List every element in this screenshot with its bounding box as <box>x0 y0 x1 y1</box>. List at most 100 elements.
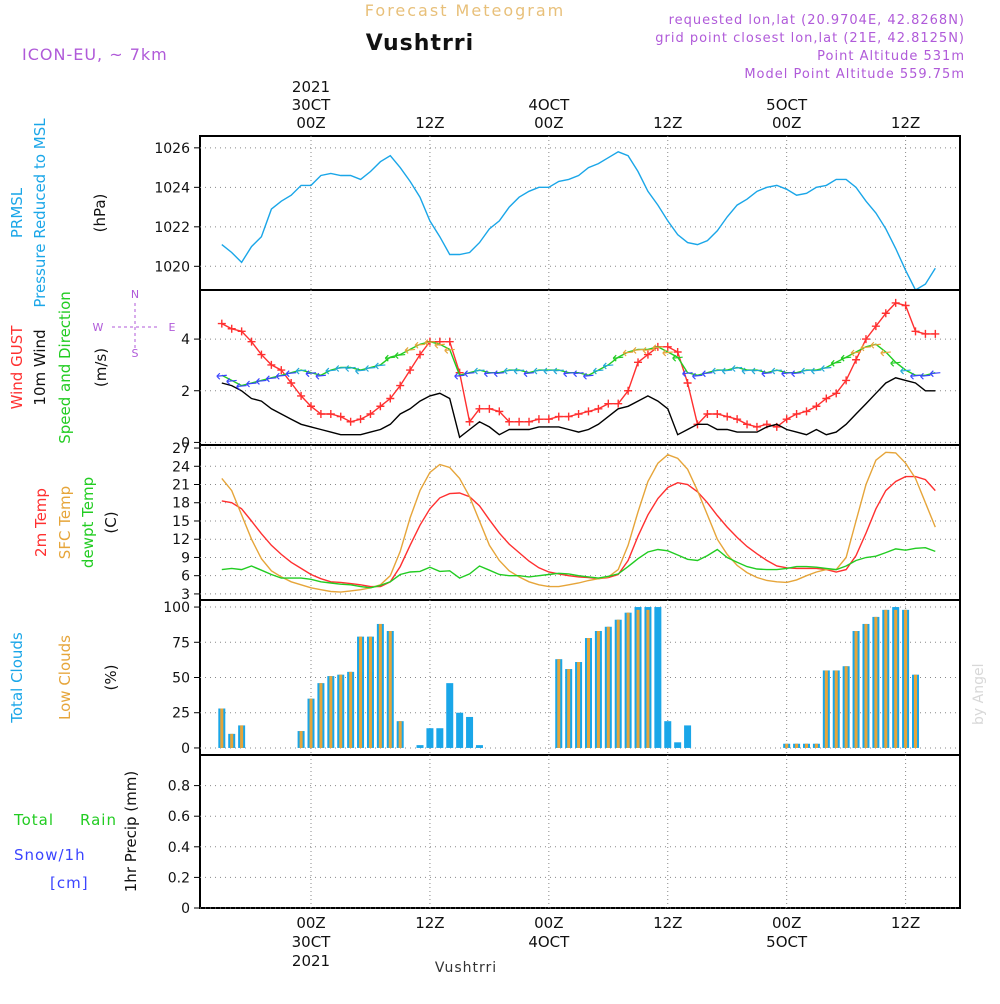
wind-arrow <box>612 354 624 362</box>
gridpoint-coords: grid point closest lon,lat (21E, 42.8125… <box>655 31 965 46</box>
product-title: Forecast Meteogram <box>365 1 565 20</box>
gust-marker <box>634 358 643 367</box>
top-axis-time: 12Z <box>415 114 444 132</box>
wind-arrow <box>820 365 832 372</box>
wind-arrow <box>216 372 227 380</box>
wind-arrow <box>771 367 782 375</box>
bottom-axis-year: 2021 <box>292 952 330 970</box>
wind-arrow <box>295 367 307 375</box>
cloud-bar <box>329 676 333 748</box>
gust-marker <box>574 410 583 418</box>
top-axis-year: 2021 <box>292 78 330 96</box>
gust-marker <box>832 389 841 398</box>
wind-arrow <box>870 341 881 349</box>
wind-arrow <box>355 367 366 375</box>
cloud-bar <box>446 683 454 748</box>
gust-marker <box>564 412 573 421</box>
precip-legend-label: Rain <box>80 811 117 829</box>
cloud-bar <box>349 671 353 748</box>
y-axis-label: (m/s) <box>92 348 110 387</box>
cloud-bar <box>636 609 640 748</box>
cloud-bar <box>616 619 620 748</box>
gust-marker <box>584 407 593 416</box>
gust-marker <box>752 422 761 431</box>
y-tick-label: 21 <box>172 478 190 494</box>
model-label: ICON-EU, ~ 7km <box>22 45 168 64</box>
gust-marker <box>475 404 484 413</box>
cloud-bar <box>577 662 581 748</box>
y-axis-label: (C) <box>102 511 120 533</box>
gust-marker <box>217 319 226 328</box>
y-tick-label: 3 <box>181 587 190 603</box>
series-line <box>221 151 936 291</box>
wind-arrow <box>315 372 326 380</box>
cloud-bar <box>339 674 343 748</box>
cloud-bar <box>220 708 224 748</box>
compass-s: S <box>132 347 139 360</box>
y-axis-label: Low Clouds <box>56 635 74 720</box>
y-tick-label: 1020 <box>154 259 190 275</box>
panel-clouds: 0 25 50 75 100 Total Clouds Low Clouds (%) <box>8 599 961 757</box>
gust-marker <box>386 394 395 403</box>
wind-arrow <box>503 367 515 375</box>
gust-marker <box>336 412 345 421</box>
wind-arrow <box>275 372 287 380</box>
gust-marker <box>416 350 425 359</box>
cloud-bar <box>309 698 313 748</box>
gust-marker <box>703 410 712 418</box>
gust-marker <box>544 415 553 424</box>
wind-arrow <box>533 367 544 375</box>
wind-arrow <box>414 341 426 349</box>
y-tick-label: 2 <box>181 384 190 400</box>
y-axis-label: (%) <box>102 665 120 691</box>
wind-arrow <box>523 370 535 378</box>
gust-marker <box>287 379 296 387</box>
gust-marker <box>505 417 514 426</box>
gust-marker <box>624 386 633 395</box>
y-axis-label: (hPa) <box>91 194 109 233</box>
gust-marker <box>861 335 870 344</box>
series-line <box>221 377 936 439</box>
wind-arrow <box>513 367 525 375</box>
gust-marker <box>822 394 831 403</box>
cloud-bar <box>606 626 610 748</box>
cloud-bar <box>824 670 828 748</box>
y-tick-label: 12 <box>172 532 190 548</box>
compass-n: N <box>131 288 139 301</box>
wind-arrow <box>900 367 911 375</box>
panel-wind: 0 2 4 Wind GUST 10m Wind Speed and Direction (… <box>8 289 961 451</box>
wind-arrow <box>731 365 743 372</box>
wind-arrow <box>483 370 495 378</box>
cloud-bar <box>874 616 878 748</box>
top-axis-time: 12Z <box>891 114 920 132</box>
wind-arrow <box>810 367 822 375</box>
cloud-bar <box>230 733 234 748</box>
y-tick-label: 15 <box>172 514 190 530</box>
model-altitude: Model Point Altitude 559.75m <box>744 67 965 82</box>
wind-arrow <box>464 370 475 378</box>
wind-arrow <box>622 349 634 357</box>
y-tick-label: 50 <box>172 671 190 687</box>
gust-marker <box>802 407 811 416</box>
y-axis-label: 10m Wind <box>31 329 49 405</box>
station-title: Vushtrri <box>366 31 474 56</box>
wind-arrow <box>325 367 336 375</box>
wind-arrow <box>672 354 683 362</box>
wind-arrow <box>305 370 317 378</box>
gust-marker <box>515 417 524 426</box>
top-axis-time: 00Z <box>534 114 563 132</box>
gust-marker <box>792 410 801 418</box>
wind-arrow <box>751 367 763 375</box>
wind-arrow <box>573 370 584 378</box>
requested-coords: requested lon,lat (20.9704E, 42.8268N) <box>669 13 965 28</box>
point-altitude: Point Altitude 531m <box>817 49 965 64</box>
cloud-bar <box>814 743 818 748</box>
wind-arrow <box>335 365 346 372</box>
top-axis-time: 12Z <box>653 114 682 132</box>
y-tick-label: 0.2 <box>168 870 190 886</box>
cloud-bar <box>785 743 789 748</box>
gust-marker <box>901 301 910 310</box>
wind-arrow <box>592 367 604 375</box>
credit-watermark: by Angel <box>971 664 987 725</box>
